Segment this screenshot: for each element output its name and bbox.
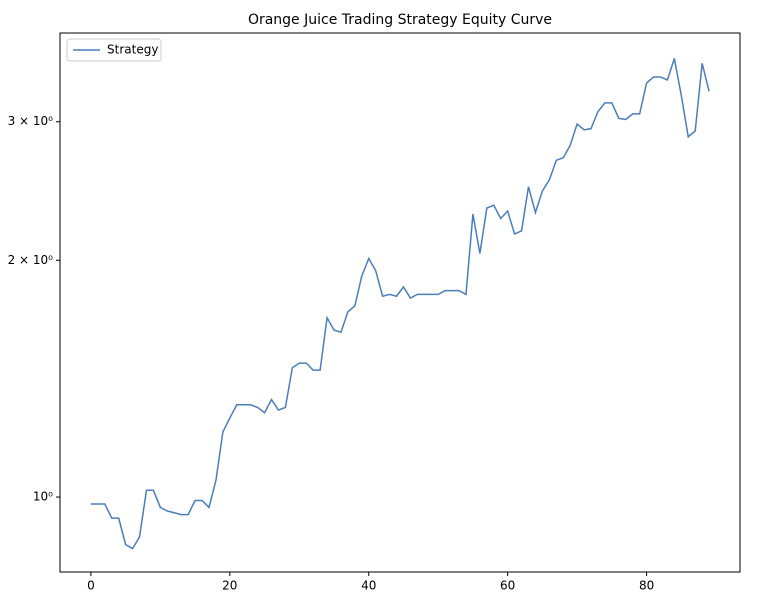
y-tick-label: 3 × 10⁰	[8, 114, 54, 128]
x-tick-label: 0	[87, 579, 95, 593]
axes-frame	[59, 32, 741, 573]
x-tick-label: 60	[500, 579, 515, 593]
x-tick-label: 80	[639, 579, 654, 593]
chart-title: Orange Juice Trading Strategy Equity Cur…	[248, 12, 552, 28]
legend-box	[66, 38, 162, 62]
line-series	[90, 58, 710, 550]
x-tick-label: 20	[222, 579, 237, 593]
x-tick-label: 40	[361, 579, 376, 593]
y-tick-label: 2 × 10⁰	[8, 253, 54, 267]
legend-label: Strategy	[107, 43, 158, 57]
y-tick-label: 10⁰	[33, 490, 53, 504]
